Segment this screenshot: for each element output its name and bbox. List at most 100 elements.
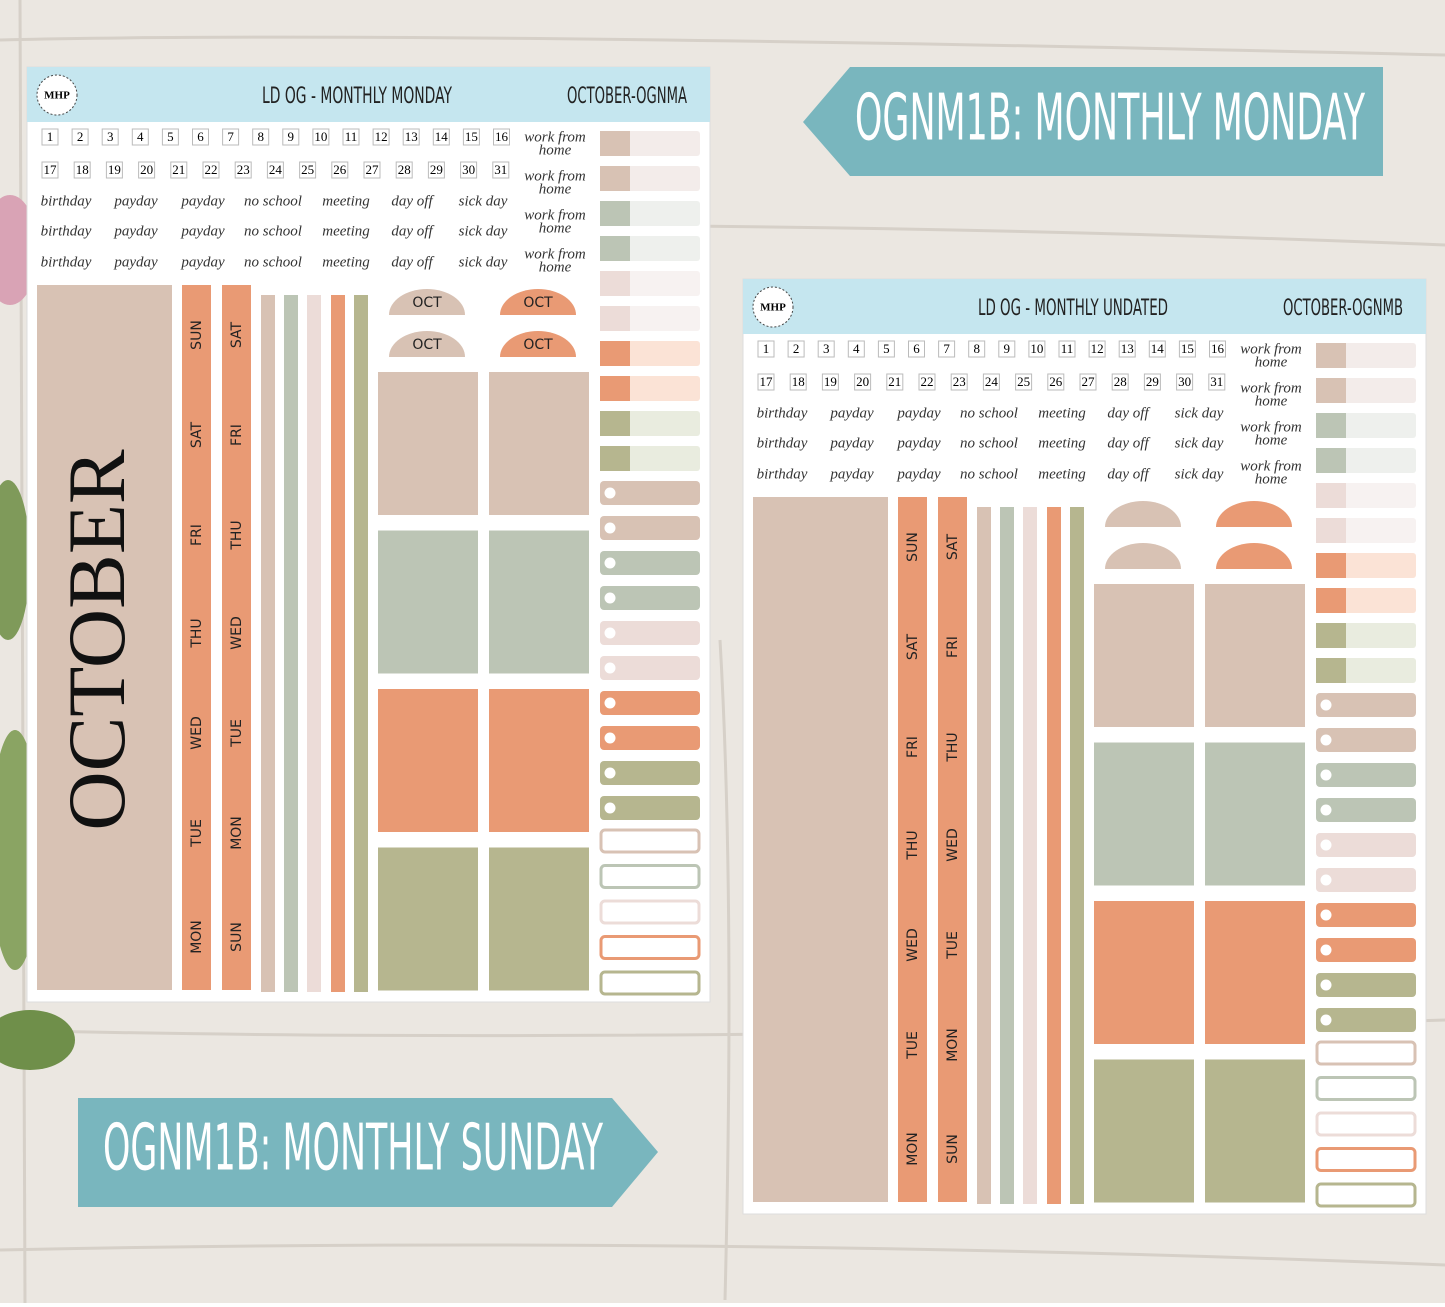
date-number: 1 (47, 129, 54, 144)
day-label: MON (905, 1132, 921, 1166)
day-label: SUN (945, 1134, 961, 1164)
date-box (1088, 340, 1106, 358)
date-number: 26 (333, 162, 347, 177)
day-strip (182, 285, 211, 990)
outline-pill (1315, 1111, 1417, 1137)
date-box (41, 128, 59, 146)
dot-pill (600, 796, 700, 820)
logo (752, 286, 794, 328)
date-box (938, 340, 956, 358)
dot-pill (1316, 693, 1416, 717)
tab-text: OCT (412, 337, 442, 353)
date-box (847, 340, 865, 358)
day-label: THU (905, 830, 921, 860)
word-sticker: meeting (322, 223, 370, 239)
date-box (968, 340, 986, 358)
day-label: WED (189, 716, 205, 749)
sheet-title: LD OG - MONTHLY UNDATED (978, 296, 1168, 321)
thin-stripe (354, 295, 368, 992)
half-circle (500, 289, 576, 315)
sheet-header (27, 67, 710, 122)
note-sticker: work from (1240, 419, 1302, 435)
date-number: 17 (760, 374, 774, 389)
date-box (234, 161, 252, 179)
word-sticker: payday (113, 223, 158, 239)
date-box (1148, 340, 1166, 358)
date-number: 18 (76, 162, 89, 177)
date-number: 4 (853, 341, 860, 356)
dot (604, 802, 616, 814)
tab-text: OCT (523, 295, 553, 311)
box-sticker (378, 847, 478, 991)
note-sticker: home (539, 259, 572, 275)
box-sticker (1094, 901, 1194, 1044)
day-label: SUN (229, 922, 245, 952)
box-sticker (1094, 1059, 1194, 1203)
date-number: 29 (1146, 374, 1159, 389)
day-label: WED (229, 616, 245, 649)
word-sticker: no school (244, 223, 302, 239)
word-sticker: birthday (41, 223, 92, 239)
logo-text: MHP (760, 302, 786, 314)
word-sticker: day off (391, 254, 434, 270)
flag-tab (600, 341, 630, 366)
banner-text: OGNM1B: MONTHLY MONDAY (855, 82, 1365, 156)
box-sticker (489, 530, 589, 674)
word-sticker: meeting (1038, 405, 1086, 421)
date-number: 24 (985, 374, 999, 389)
thin-stripe (261, 295, 275, 992)
date-box (854, 373, 872, 391)
word-sticker: sick day (459, 223, 508, 239)
day-label: SAT (905, 633, 921, 660)
date-number: 26 (1049, 374, 1063, 389)
sheet-code: OCTOBER-OGNMA (567, 84, 687, 109)
date-box (170, 161, 188, 179)
date-box (1079, 373, 1097, 391)
half-circle (500, 331, 576, 357)
date-number: 15 (465, 129, 478, 144)
day-label: TUE (905, 1031, 921, 1060)
note-sticker: work from (1240, 341, 1302, 357)
date-number: 20 (140, 162, 153, 177)
date-box (41, 161, 59, 179)
word-sticker: day off (391, 193, 434, 209)
dot-pill (600, 761, 700, 785)
day-label: FRI (229, 424, 245, 446)
date-box (282, 128, 300, 146)
thin-stripe (331, 295, 345, 992)
dot (604, 662, 616, 674)
dot-pill (1316, 868, 1416, 892)
date-number: 16 (1211, 341, 1225, 356)
note-sticker: work from (1240, 458, 1302, 474)
word-sticker: meeting (1038, 435, 1086, 451)
date-box (101, 128, 119, 146)
word-sticker: payday (829, 466, 874, 482)
month-block (37, 285, 172, 990)
dot (604, 557, 616, 569)
dot-pill (600, 481, 700, 505)
date-box (1111, 373, 1129, 391)
date-number: 8 (257, 129, 264, 144)
dot-pill (600, 621, 700, 645)
flag-tab (1316, 623, 1346, 648)
word-sticker: birthday (757, 466, 808, 482)
date-box (331, 161, 349, 179)
date-box (192, 128, 209, 146)
sheet-code: OCTOBER-OGNMB (1283, 296, 1403, 321)
word-sticker: payday (829, 405, 874, 421)
day-label: THU (229, 520, 245, 550)
date-number: 2 (77, 129, 84, 144)
date-number: 14 (435, 129, 449, 144)
note-sticker: home (1255, 471, 1288, 487)
thin-stripe (977, 507, 991, 1204)
date-box (395, 161, 413, 179)
dot-pill (600, 656, 700, 680)
date-number: 16 (495, 129, 509, 144)
date-box (252, 128, 270, 146)
dot (1320, 944, 1332, 956)
outline-pill (1315, 1147, 1417, 1172)
dot-pill (600, 551, 700, 575)
date-box (202, 161, 220, 179)
word-sticker: payday (180, 254, 225, 270)
